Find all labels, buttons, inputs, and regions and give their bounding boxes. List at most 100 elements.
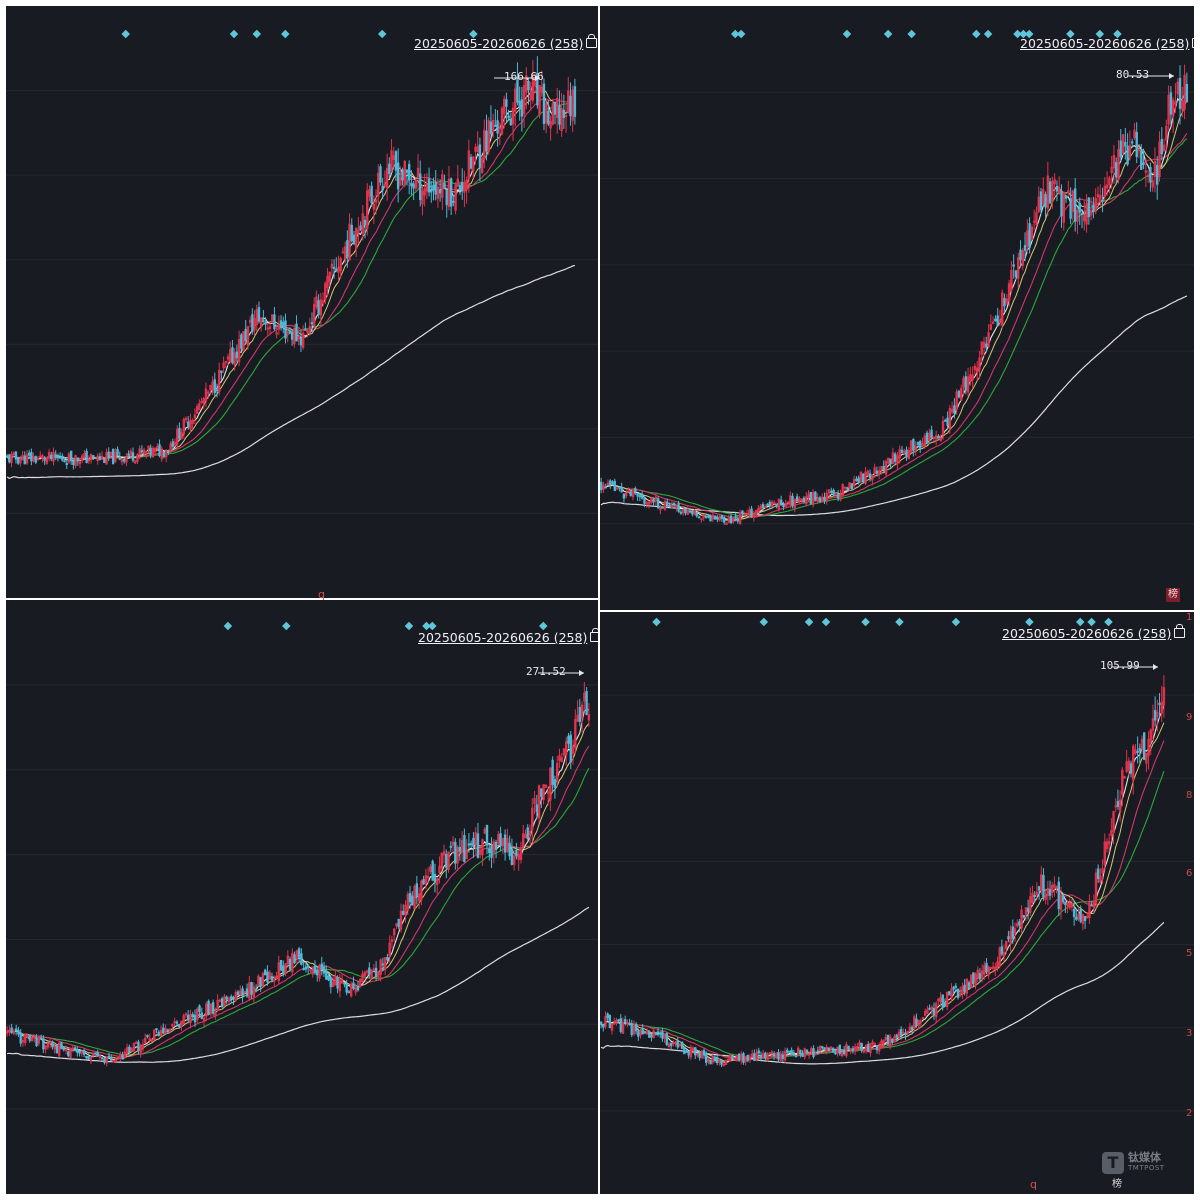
candle[interactable] [687, 1050, 690, 1059]
candle[interactable] [537, 784, 541, 824]
candle[interactable] [899, 1026, 903, 1040]
candle[interactable] [734, 512, 737, 522]
candle[interactable] [652, 497, 655, 506]
candle[interactable] [620, 482, 623, 493]
candle[interactable] [713, 1054, 717, 1063]
candle[interactable] [156, 442, 159, 450]
candle[interactable] [222, 356, 225, 373]
candle[interactable] [1072, 900, 1076, 926]
candle[interactable] [1044, 888, 1047, 905]
candle[interactable] [542, 78, 546, 131]
candle[interactable] [279, 314, 283, 331]
candle[interactable] [812, 1045, 815, 1059]
candle[interactable] [160, 446, 163, 462]
candle[interactable] [802, 496, 806, 504]
candle[interactable] [925, 430, 929, 445]
candle[interactable] [531, 798, 534, 842]
candle[interactable] [273, 975, 276, 987]
candle[interactable] [508, 835, 511, 861]
candle[interactable] [438, 856, 441, 884]
candle[interactable] [157, 1030, 160, 1037]
candle[interactable] [683, 1046, 686, 1055]
candle[interactable] [243, 990, 247, 995]
candle[interactable] [801, 1050, 804, 1057]
candle[interactable] [83, 449, 86, 459]
candle[interactable] [779, 495, 783, 507]
candle[interactable] [914, 441, 917, 456]
candle[interactable] [96, 453, 99, 465]
candle[interactable] [729, 513, 733, 525]
candle[interactable] [350, 218, 353, 243]
candle[interactable] [1061, 893, 1065, 905]
candle[interactable] [752, 510, 756, 522]
candle[interactable] [994, 962, 997, 977]
candle[interactable] [447, 851, 450, 873]
candle[interactable] [8, 1025, 11, 1036]
candle[interactable] [836, 1046, 839, 1057]
candle[interactable] [843, 486, 847, 491]
candle[interactable] [1140, 144, 1143, 170]
candle[interactable] [834, 1048, 837, 1055]
candle[interactable] [452, 194, 455, 207]
candle[interactable] [1079, 905, 1082, 924]
candle[interactable] [339, 256, 342, 279]
candle[interactable] [432, 177, 435, 201]
candle[interactable] [571, 85, 574, 133]
candle[interactable] [331, 976, 335, 988]
candle[interactable] [223, 993, 226, 1007]
candle[interactable] [1105, 838, 1109, 853]
candle[interactable] [39, 451, 42, 458]
candle[interactable] [492, 839, 495, 864]
candle[interactable] [1078, 197, 1081, 225]
candle[interactable] [279, 959, 283, 972]
candle[interactable] [92, 455, 95, 461]
candle[interactable] [565, 736, 568, 766]
candle[interactable] [354, 983, 357, 996]
candle[interactable] [880, 466, 883, 475]
candle[interactable] [816, 1046, 820, 1055]
candle[interactable] [1035, 882, 1039, 901]
candle[interactable] [205, 1001, 208, 1022]
candle[interactable] [251, 308, 254, 335]
candle[interactable] [672, 1040, 675, 1047]
candle[interactable] [144, 1033, 147, 1044]
candle[interactable] [46, 1041, 50, 1050]
candle[interactable] [235, 344, 239, 363]
candle[interactable] [346, 230, 349, 268]
candle[interactable] [887, 457, 890, 465]
candle[interactable] [1044, 191, 1047, 218]
candle[interactable] [359, 221, 362, 231]
candle[interactable] [832, 488, 835, 496]
event-diamond-icon[interactable] [907, 29, 916, 39]
candle[interactable] [720, 514, 724, 522]
candle[interactable] [1080, 208, 1084, 229]
candle[interactable] [994, 315, 997, 322]
candle[interactable] [856, 1043, 859, 1052]
candle[interactable] [105, 1056, 108, 1067]
candle[interactable] [69, 1047, 72, 1059]
candle[interactable] [583, 681, 586, 712]
candle[interactable] [268, 970, 271, 980]
candle[interactable] [1114, 798, 1117, 813]
candle[interactable] [111, 448, 115, 465]
candle[interactable] [288, 327, 292, 334]
candle[interactable] [622, 493, 626, 503]
candle[interactable] [191, 418, 194, 430]
candle[interactable] [129, 448, 133, 460]
candle[interactable] [1019, 240, 1022, 268]
candle[interactable] [233, 348, 236, 371]
candle[interactable] [401, 167, 404, 186]
candle[interactable] [30, 448, 33, 466]
candle[interactable] [246, 325, 250, 350]
candle[interactable] [634, 1022, 638, 1035]
candle[interactable] [585, 687, 588, 716]
event-diamond-icon[interactable] [1013, 29, 1022, 39]
candle[interactable] [1014, 270, 1018, 280]
candle[interactable] [846, 486, 849, 492]
candle[interactable] [178, 422, 181, 442]
event-diamond-icon[interactable] [652, 617, 661, 627]
candle[interactable] [722, 1061, 725, 1067]
candle[interactable] [529, 82, 532, 111]
candle[interactable] [745, 509, 749, 516]
event-diamond-icon[interactable] [1095, 29, 1105, 39]
